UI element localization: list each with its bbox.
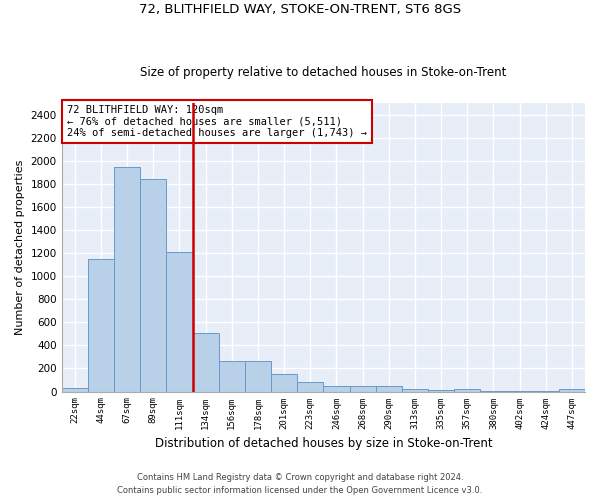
Bar <box>323 386 350 392</box>
Bar <box>193 332 218 392</box>
Bar <box>140 180 166 392</box>
Bar <box>297 382 323 392</box>
Text: 72 BLITHFIELD WAY: 120sqm
← 76% of detached houses are smaller (5,511)
24% of se: 72 BLITHFIELD WAY: 120sqm ← 76% of detac… <box>67 104 367 138</box>
Y-axis label: Number of detached properties: Number of detached properties <box>15 160 25 335</box>
Bar <box>454 389 481 392</box>
Bar <box>166 252 193 392</box>
Bar <box>533 391 559 392</box>
Bar <box>218 361 245 392</box>
Bar <box>271 374 297 392</box>
X-axis label: Distribution of detached houses by size in Stoke-on-Trent: Distribution of detached houses by size … <box>155 437 492 450</box>
Bar <box>428 390 454 392</box>
Bar <box>114 166 140 392</box>
Bar <box>376 386 402 392</box>
Bar <box>88 259 114 392</box>
Bar <box>245 361 271 392</box>
Text: Contains HM Land Registry data © Crown copyright and database right 2024.
Contai: Contains HM Land Registry data © Crown c… <box>118 474 482 495</box>
Bar <box>402 388 428 392</box>
Text: 72, BLITHFIELD WAY, STOKE-ON-TRENT, ST6 8GS: 72, BLITHFIELD WAY, STOKE-ON-TRENT, ST6 … <box>139 2 461 16</box>
Bar <box>350 386 376 392</box>
Bar <box>62 388 88 392</box>
Bar <box>559 389 585 392</box>
Bar <box>506 391 533 392</box>
Title: Size of property relative to detached houses in Stoke-on-Trent: Size of property relative to detached ho… <box>140 66 506 78</box>
Bar <box>481 391 506 392</box>
